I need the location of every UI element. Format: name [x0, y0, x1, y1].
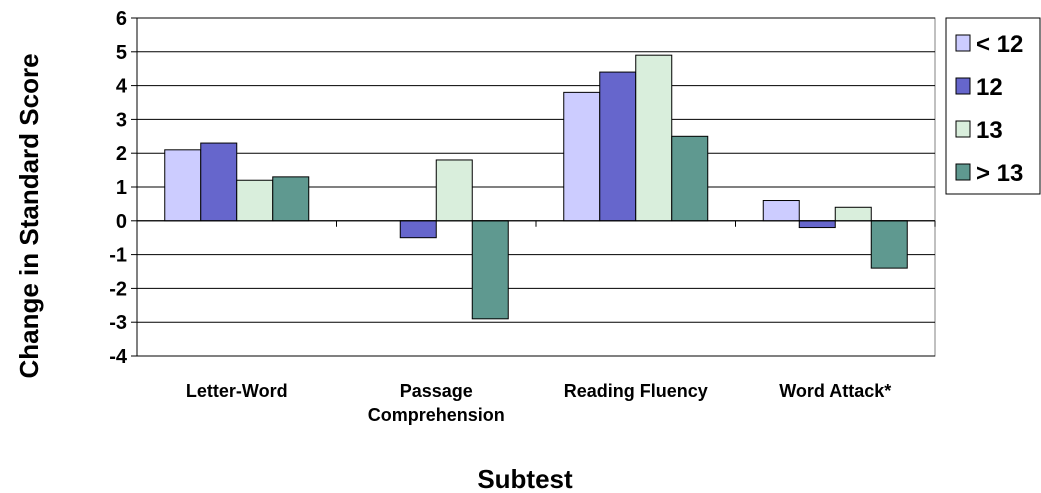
y-tick-label: 3	[116, 109, 127, 131]
bar	[236, 179, 274, 222]
bar	[671, 135, 709, 222]
legend-label: 12	[976, 74, 1003, 101]
y-tick-label: -4	[109, 346, 128, 368]
bar	[399, 220, 437, 239]
category-label: Reading Fluency	[564, 381, 708, 401]
bar	[762, 200, 800, 222]
bar	[635, 54, 673, 222]
gridlines	[136, 17, 936, 357]
x-axis-title: Subtest	[477, 464, 573, 493]
legend-swatch	[955, 77, 971, 95]
bar	[435, 159, 473, 222]
legend-swatch	[955, 120, 971, 138]
y-tick-label: 0	[116, 211, 127, 233]
bar	[200, 142, 238, 222]
y-tick-labels: 6 5 4 3 2 1 0 -1 -2 -3 -4	[109, 8, 128, 368]
y-tick-label: 6	[116, 8, 127, 30]
bar	[798, 220, 836, 229]
bar	[471, 220, 509, 320]
bar	[834, 206, 872, 222]
bar	[272, 176, 310, 222]
category-label: Comprehension	[368, 405, 505, 425]
bar	[563, 91, 601, 222]
y-tick-label: -1	[109, 245, 127, 267]
category-label: Word Attack*	[779, 381, 891, 401]
category-labels: Letter-Word Passage Comprehension Reading F…	[186, 381, 891, 425]
category-label: Letter-Word	[186, 381, 288, 401]
bar	[870, 220, 908, 269]
bar	[164, 149, 202, 222]
y-tick-label: 2	[116, 143, 127, 165]
y-tick-label: 4	[116, 76, 128, 98]
bar	[599, 71, 637, 222]
y-tick-label: -3	[109, 312, 127, 334]
legend: < 12 12 13 > 13	[945, 17, 1041, 195]
axes	[131, 17, 936, 357]
y-tick-label: -2	[109, 278, 127, 300]
bars	[164, 54, 908, 320]
legend-label: < 12	[976, 31, 1023, 58]
category-label: Passage	[400, 381, 473, 401]
legend-swatch	[955, 163, 971, 181]
y-tick-label: 5	[116, 42, 127, 64]
legend-label: > 13	[976, 160, 1023, 187]
legend-swatch	[955, 34, 971, 52]
y-tick-label: 1	[116, 177, 127, 199]
y-axis-title: Change in Standard Score	[14, 53, 44, 378]
legend-label: 13	[976, 117, 1003, 144]
